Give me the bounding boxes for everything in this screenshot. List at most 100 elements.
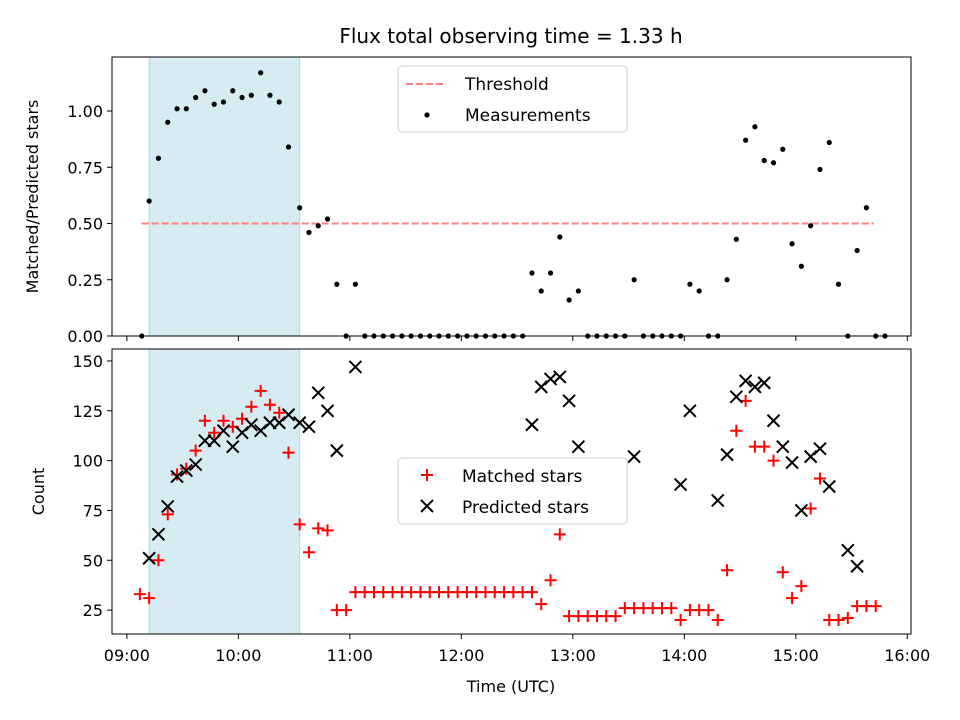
measurements-point [211,101,217,107]
measurements-point [557,234,563,240]
measurements-point [276,99,282,105]
matched-stars-point [804,502,817,515]
predicted-stars-point [179,463,194,478]
predicted-stars-point [320,404,335,418]
matched-stars-point [609,610,622,623]
bottom-y-axis-label: Count [29,468,48,516]
measurements-point [547,270,554,276]
matched-stars-point [208,426,221,439]
measurements-point [854,247,860,254]
matched-stars-point [665,602,678,615]
matched-stars-point [340,604,353,617]
matched-stars-point [813,472,826,485]
matched-stars-point [198,414,211,427]
predicted-stars-point [292,416,307,430]
bottom-y-tick-label: 25 [83,601,103,620]
measurements-point [248,92,254,98]
matched-stars-point [730,424,743,437]
predicted-stars-point [571,439,586,454]
measurements-point [324,216,331,222]
bottom-y-tick-label: 125 [72,402,103,421]
matched-stars-point [786,592,799,605]
measurements-point [239,94,245,101]
top-y-tick-label: 0.50 [67,215,103,234]
top-y-tick-label: 0.25 [67,271,103,290]
predicted-stars-point [553,370,567,384]
predicted-stars-point [776,439,790,454]
matched-stars-point [282,446,295,459]
matched-stars-point [674,614,687,627]
measurements-point [334,281,340,287]
predicted-stars-point [281,408,296,422]
top-y-tick-label: 0.00 [67,327,103,346]
measurements-point [752,124,758,130]
bottom-y-tick-label: 150 [72,352,103,371]
predicted-stars-point [151,527,166,542]
x-tick-label: 13:00 [550,646,596,665]
predicted-stars-point [729,390,744,404]
matched-stars-point [841,612,854,625]
measurements-point [733,236,739,242]
predicted-stars-point [683,404,697,418]
predicted-stars-point [785,455,799,470]
predicted-stars-point [226,439,240,454]
measurements-point [770,160,777,166]
matched-stars-point [795,580,808,593]
x-tick-label: 16:00 [884,646,930,665]
bottom-legend-box [397,457,628,525]
measurements-point [230,88,236,94]
matched-stars-point [263,398,276,411]
predicted-stars-point [748,380,762,394]
x-tick-label: 12:00 [438,646,484,665]
measurements-legend-swatch [424,112,430,118]
x-tick-label: 15:00 [773,646,819,665]
measurements-point [863,205,870,211]
measurements-point [724,277,730,283]
measurements-point [566,297,572,303]
measurements-point [267,92,273,98]
measurements-point [696,288,702,294]
matched-stars-point [711,614,724,627]
legend-matched-label: Matched stars [462,467,582,487]
measurements-point [174,106,180,112]
measurements-point [538,288,544,294]
predicted-stars-point [673,477,688,492]
measurements-point [835,281,842,287]
top-panel: 0.00 0.25 0.50 0.75 1.00 Matched/Predicted s… [23,56,912,346]
measurements-point [202,88,208,94]
predicted-stars-point [244,418,259,432]
predicted-stars-point [720,447,734,462]
measurements-point [575,288,581,294]
predicted-stars-point [161,499,175,514]
matched-stars-point [302,546,315,559]
top-legend-box [397,65,628,133]
top-legend: Threshold Measurements [397,65,628,133]
measurements-point [315,223,321,229]
measurements-point [743,137,749,143]
predicted-stars-point [738,374,753,388]
measurements-point [258,70,264,76]
measurements-point [826,139,832,146]
measurements-point [193,94,199,101]
x-tick-label: 14:00 [661,646,707,665]
predicted-stars-point [188,457,203,472]
predicted-stars-point [757,376,771,390]
matched-stars-point [767,454,780,467]
legend-measurements-label: Measurements [465,106,591,126]
predicted-legend-swatch [420,499,434,513]
matched-stars-point [312,522,325,535]
x-tick-label: 10:00 [215,646,261,665]
measurements-point [529,270,535,276]
bottom-y-tick-label: 75 [83,501,103,520]
measurements-point [146,198,152,204]
measurements-point [817,166,823,173]
matched-stars-point [702,604,715,617]
predicted-stars-point [142,551,156,565]
top-y-tick-label: 0.75 [67,158,103,177]
top-ticks-layer: 0.00 0.25 0.50 0.75 1.00 [67,102,908,346]
measurements-point [155,155,162,161]
top-y-tick-label: 1.00 [67,102,103,121]
measurements-point [306,229,312,236]
bottom-panel: 09:00 10:00 11:00 12:00 13:00 14:00 15:00 16:00… [29,348,930,665]
